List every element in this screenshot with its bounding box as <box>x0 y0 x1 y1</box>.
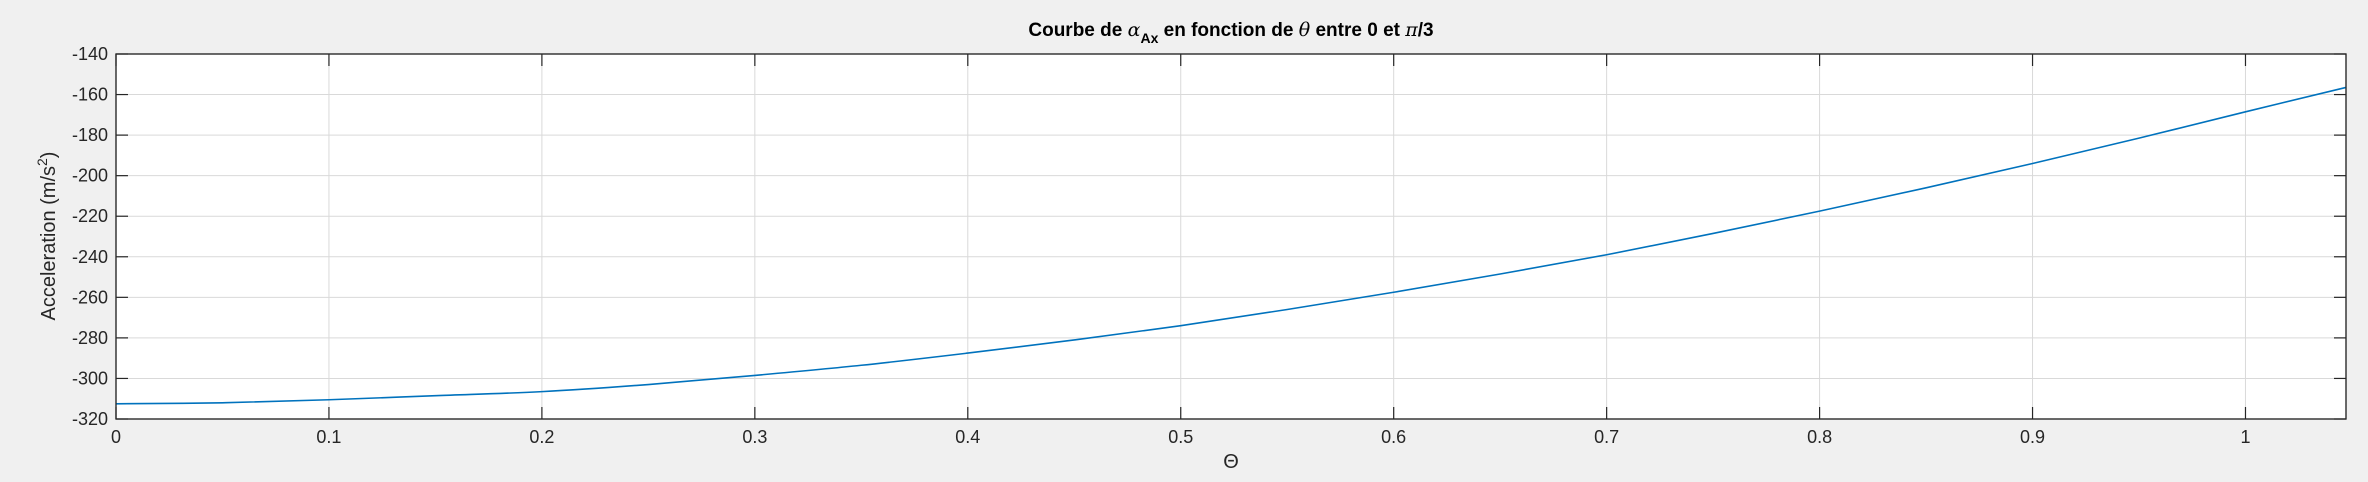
y-axis-label: Acceleration (m/s2) <box>34 152 60 321</box>
title-alpha-symbol: α <box>1128 19 1141 41</box>
y-tick-label: -140 <box>72 44 108 64</box>
x-tick-label: 0.4 <box>955 427 980 447</box>
x-tick-label: 0.6 <box>1381 427 1406 447</box>
y-tick-label: -220 <box>72 206 108 226</box>
plot-border <box>115 53 2347 420</box>
plot-area <box>115 53 2347 420</box>
x-tick-label: 0.2 <box>529 427 554 447</box>
y-tick-label: -280 <box>72 328 108 348</box>
x-tick-label: 0.8 <box>1807 427 1832 447</box>
chart-title: Courbe de αAx en fonction de θ entre 0 e… <box>1028 19 1433 46</box>
y-tick-labels: -140 -160 -180 -200 -220 -240 -260 -280 -300 -320 <box>72 44 108 429</box>
title-pi-symbol: π <box>1404 19 1418 41</box>
y-tick-label: -200 <box>72 166 108 186</box>
title-subscript: Ax <box>1140 30 1158 46</box>
x-tick-label: 0.7 <box>1594 427 1619 447</box>
y-tick-label: -180 <box>72 125 108 145</box>
x-tick-label: 0.9 <box>2020 427 2045 447</box>
series-line <box>115 86 2347 405</box>
y-tick-label: -240 <box>72 247 108 267</box>
x-axis-label: Θ <box>1223 451 1239 473</box>
x-tick-label: 0.3 <box>742 427 767 447</box>
x-tick-label: 0 <box>111 427 121 447</box>
x-tick-labels: 0 0.1 0.2 0.3 0.4 0.5 0.6 0.7 0.8 0.9 1 <box>111 427 2251 447</box>
title-theta-symbol: θ <box>1299 19 1311 41</box>
y-tick-label: -300 <box>72 368 108 388</box>
x-tick-label: 0.1 <box>316 427 341 447</box>
x-tick-label: 1 <box>2240 427 2250 447</box>
y-tick-label: -260 <box>72 287 108 307</box>
series-layer <box>115 86 2347 405</box>
y-tick-label: -320 <box>72 409 108 429</box>
x-tick-label: 0.5 <box>1168 427 1193 447</box>
y-tick-label: -160 <box>72 85 108 105</box>
